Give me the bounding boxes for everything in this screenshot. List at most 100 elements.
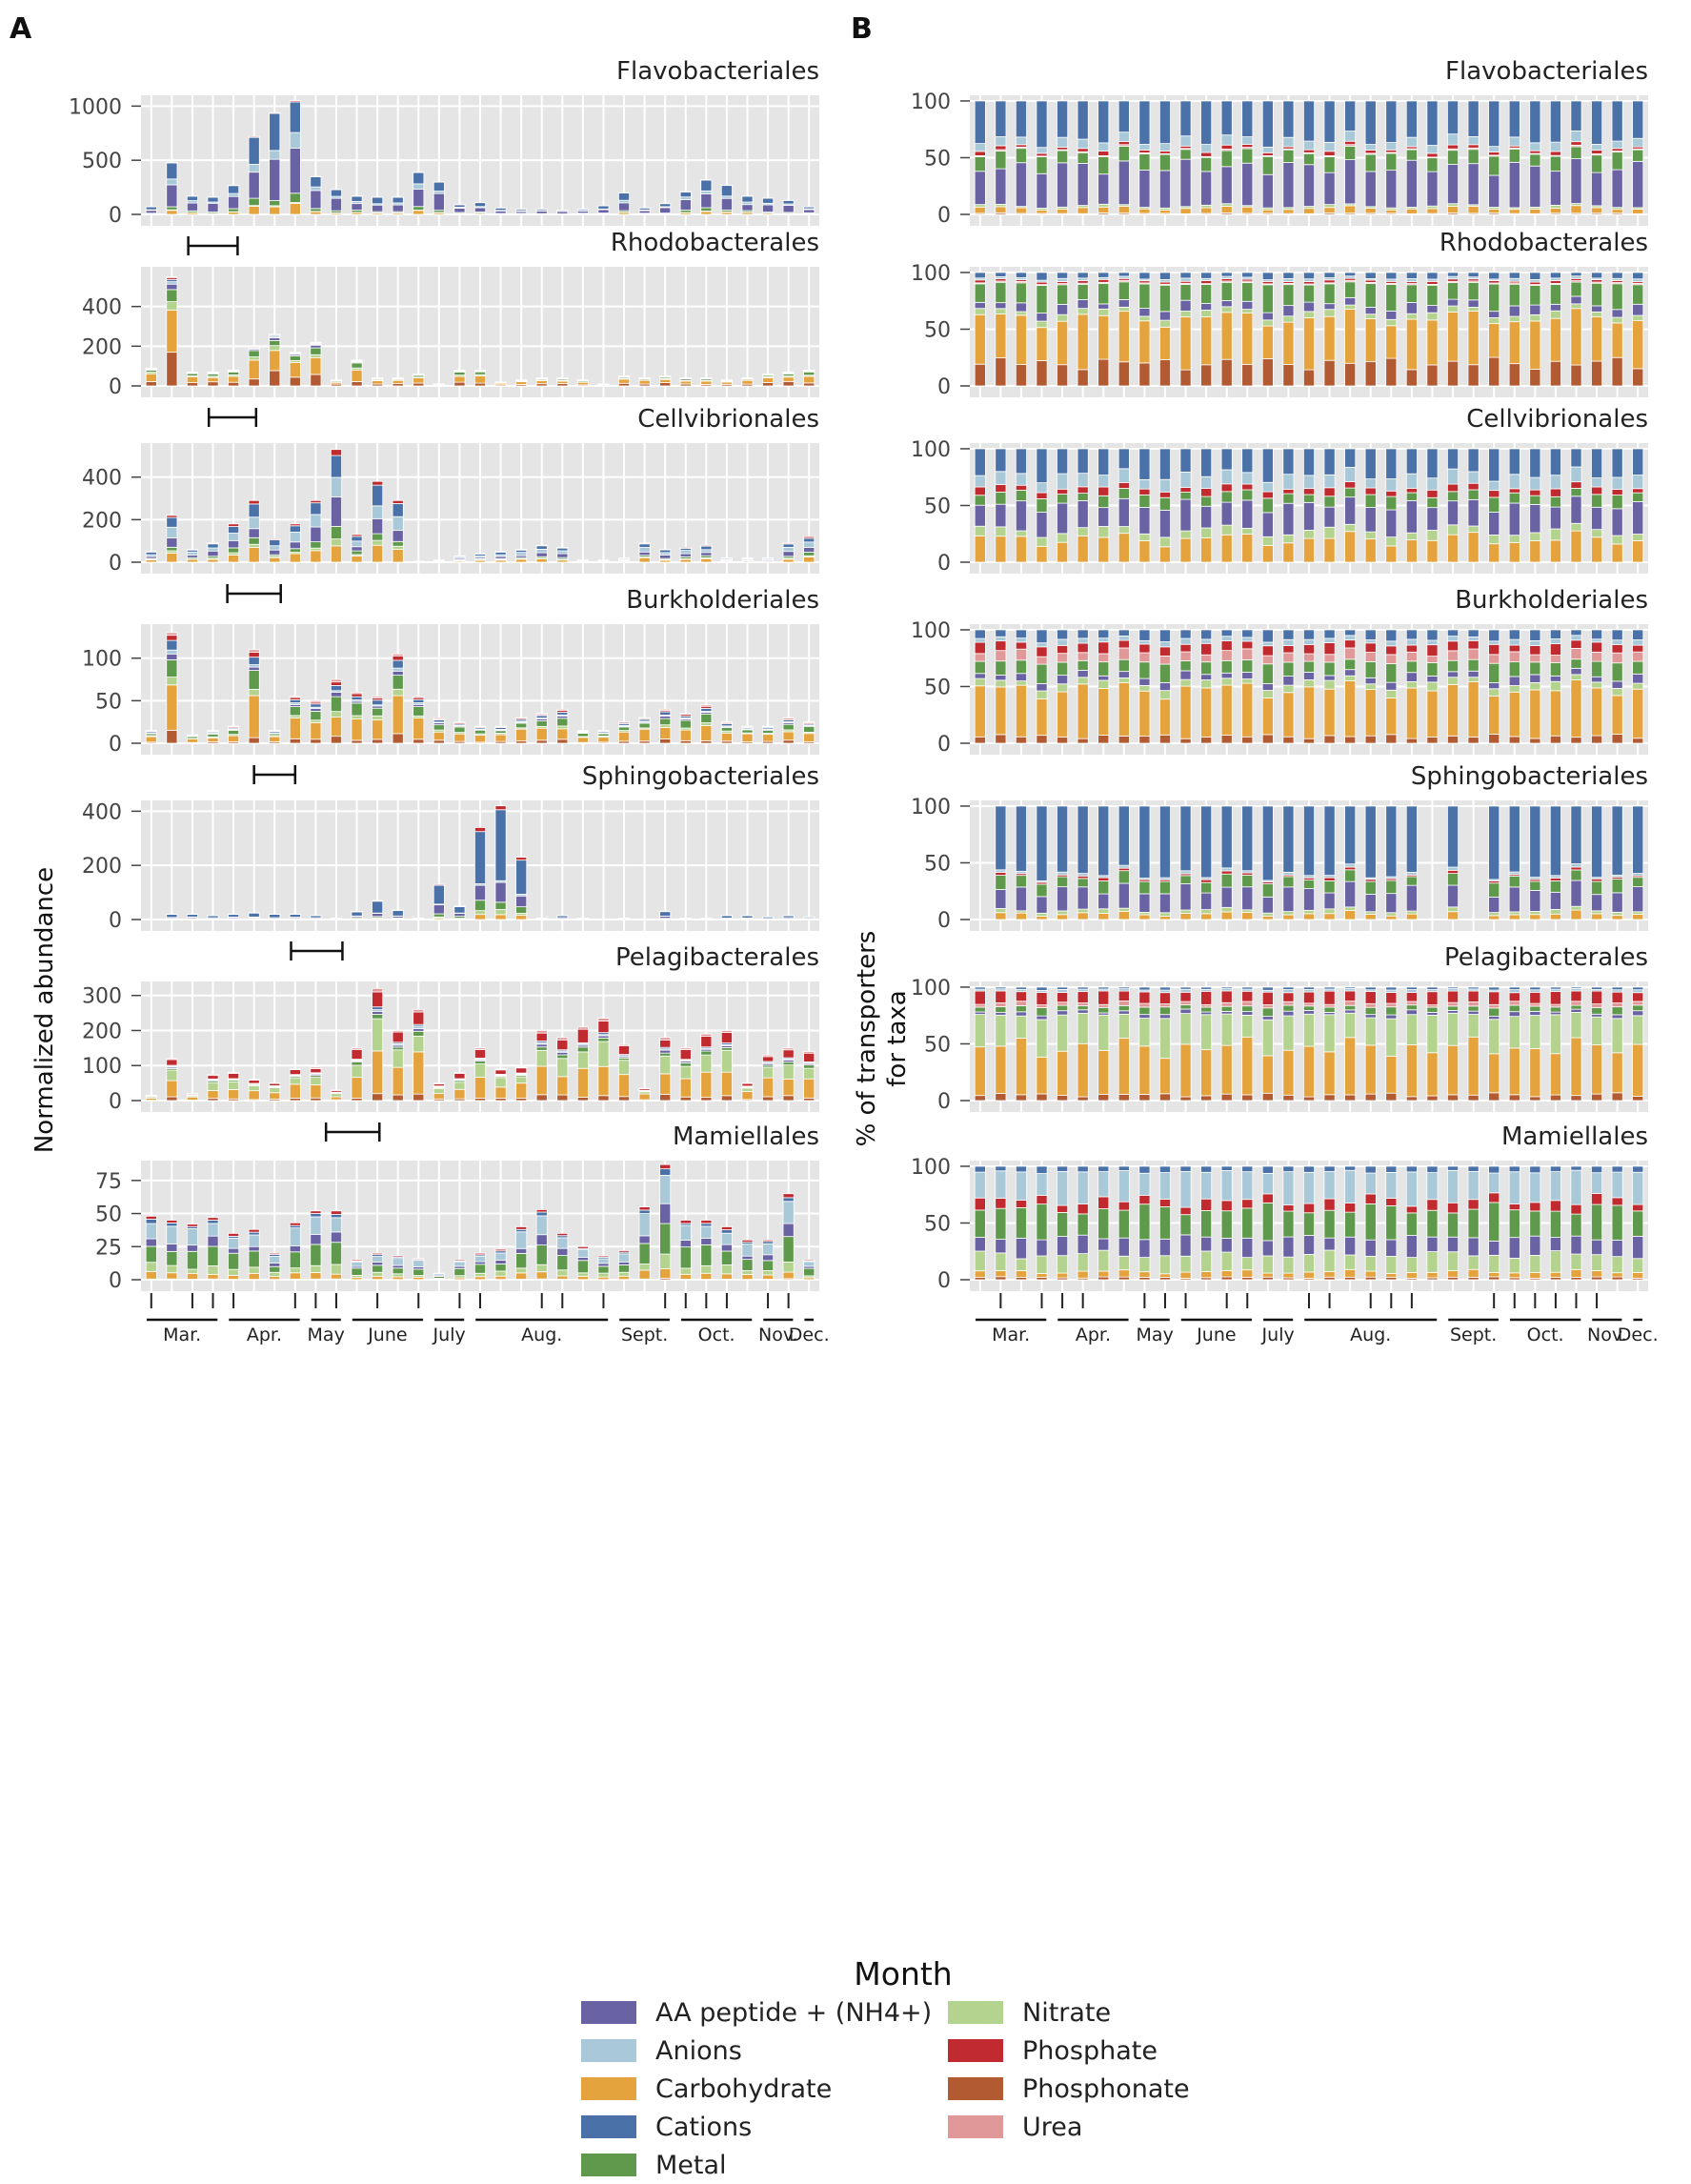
bar-segment-phosphonate (1570, 364, 1582, 387)
bar-segment-nitrate (1220, 1251, 1233, 1271)
bar-segment-phosphonate (1220, 1276, 1233, 1281)
bar-segment-aa (413, 1028, 425, 1032)
bar-segment-carb (974, 685, 986, 738)
bar-segment-aa (1570, 667, 1582, 676)
bar-segment-phosphate (1385, 645, 1398, 656)
bar-segment-metal (1015, 490, 1027, 502)
bar-segment-metal (1282, 661, 1295, 677)
bar-segment-metal (1632, 877, 1644, 887)
bar-segment-metal (351, 362, 363, 369)
y-tick-label: 0 (109, 1269, 122, 1293)
bar-segment-anions (1426, 145, 1439, 154)
bar-segment-aa (310, 190, 322, 210)
bar-segment-aa (166, 653, 178, 660)
bar-segment-phosphonate (1241, 736, 1254, 744)
bar-segment-aa (1570, 158, 1582, 204)
bar-segment-carb (228, 1089, 240, 1100)
bar-segment-metal (1549, 284, 1561, 305)
bar-segment-phosphate (1015, 484, 1027, 491)
bar-segment-nitrate (1282, 911, 1295, 916)
bar-segment-urea (351, 692, 363, 695)
bar-segment-nitrate (1447, 524, 1459, 536)
bar-segment-carb (1036, 698, 1048, 737)
bar-segment-metal (597, 1265, 610, 1274)
bar-segment-metal (576, 733, 589, 738)
bar-segment-nitrate (330, 711, 342, 718)
bar-segment-cations (995, 1165, 1007, 1172)
bar-segment-phosphate (576, 1245, 589, 1249)
bar-segment-phosphate (1097, 641, 1110, 655)
bar-segment-phosphate (1138, 643, 1151, 654)
bar-segment-anions (1467, 1171, 1480, 1201)
bar-segment-aa (392, 204, 404, 212)
bar-segment-carb (1426, 539, 1439, 563)
bar-segment-phosphate (1591, 1193, 1603, 1205)
bar-segment-phosphonate (1529, 369, 1541, 387)
bar-segment-cations (310, 1213, 322, 1218)
bar-segment-aa (166, 536, 178, 548)
bar-segment-metal (1467, 658, 1480, 672)
bar-segment-metal (1364, 880, 1377, 895)
bar-segment-phosphate (1529, 489, 1541, 496)
bar-segment-aa (289, 1245, 301, 1253)
bar-segment-phosphate (974, 486, 986, 496)
bar-segment-phosphate (1241, 640, 1254, 650)
month-label: Aug. (1350, 1325, 1391, 1345)
bar-segment-phosphate (556, 546, 569, 549)
bar-segment-urea (1158, 656, 1171, 665)
bar-segment-phosphonate (1405, 369, 1418, 387)
bar-segment-carb (782, 731, 795, 741)
bar-segment-metal (1323, 156, 1336, 173)
bar-segment-carb (1282, 692, 1295, 738)
bar-segment-nitrate (1036, 320, 1048, 329)
bar-segment-phosphonate (1117, 361, 1130, 387)
bar-segment-cations (1508, 629, 1520, 640)
bar-segment-nitrate (1632, 911, 1644, 915)
bar-segment-nitrate (1632, 314, 1644, 321)
bar-segment-metal (1097, 661, 1110, 677)
bar-segment-carb (1508, 1047, 1520, 1096)
bar-segment-urea (166, 632, 178, 637)
y-tick-label: 50 (95, 1203, 122, 1227)
bar-segment-aa (1097, 1238, 1110, 1251)
bar-segment-carb (186, 738, 198, 743)
bar-segment-carb (782, 1271, 795, 1280)
bar-segment-phosphate (1447, 144, 1459, 150)
bar-segment-aa (1426, 1011, 1439, 1016)
bar-segment-carb (1632, 319, 1644, 370)
bar-segment-metal (1385, 1006, 1398, 1016)
bar-segment-carb (1364, 208, 1377, 214)
bar-segment-metal (1508, 1209, 1520, 1239)
bar-segment-phosphonate (1117, 1276, 1130, 1281)
bar-segment-phosphate (1261, 991, 1274, 1005)
bar-segment-urea (1508, 651, 1520, 663)
bar-segment-aa (1611, 309, 1623, 318)
bar-segment-metal (782, 1062, 795, 1066)
bar-segment-aa (659, 207, 672, 214)
bar-segment-nitrate (1241, 528, 1254, 535)
bar-segment-anions (1077, 637, 1089, 644)
bar-segment-nitrate (1364, 1255, 1377, 1272)
bar-segment-urea (207, 730, 219, 732)
bar-segment-metal (186, 1250, 198, 1270)
bar-segment-metal (974, 495, 986, 506)
bar-segment-nitrate (1570, 522, 1582, 532)
bar-segment-anions (1611, 140, 1623, 150)
bar-segment-urea (473, 725, 487, 728)
month-label: Nov. (1587, 1325, 1627, 1345)
bar-segment-cations (248, 1231, 260, 1236)
bar-segment-metal (556, 1054, 569, 1060)
bar-segment-aa (186, 202, 198, 212)
bar-segment-nitrate (248, 1266, 260, 1274)
bar-segment-metal (310, 710, 322, 721)
y-tick-label: 0 (109, 909, 122, 933)
bar-segment-nitrate (782, 1064, 795, 1080)
bar-segment-aa (1282, 886, 1295, 912)
bar-segment-phosphonate (1158, 1093, 1171, 1102)
bar-segment-metal (413, 1268, 425, 1276)
bar-segment-phosphonate (289, 738, 301, 744)
bar-segment-carb (995, 536, 1007, 563)
bar-segment-cations (166, 1223, 178, 1227)
bar-segment-anions (1508, 277, 1520, 282)
